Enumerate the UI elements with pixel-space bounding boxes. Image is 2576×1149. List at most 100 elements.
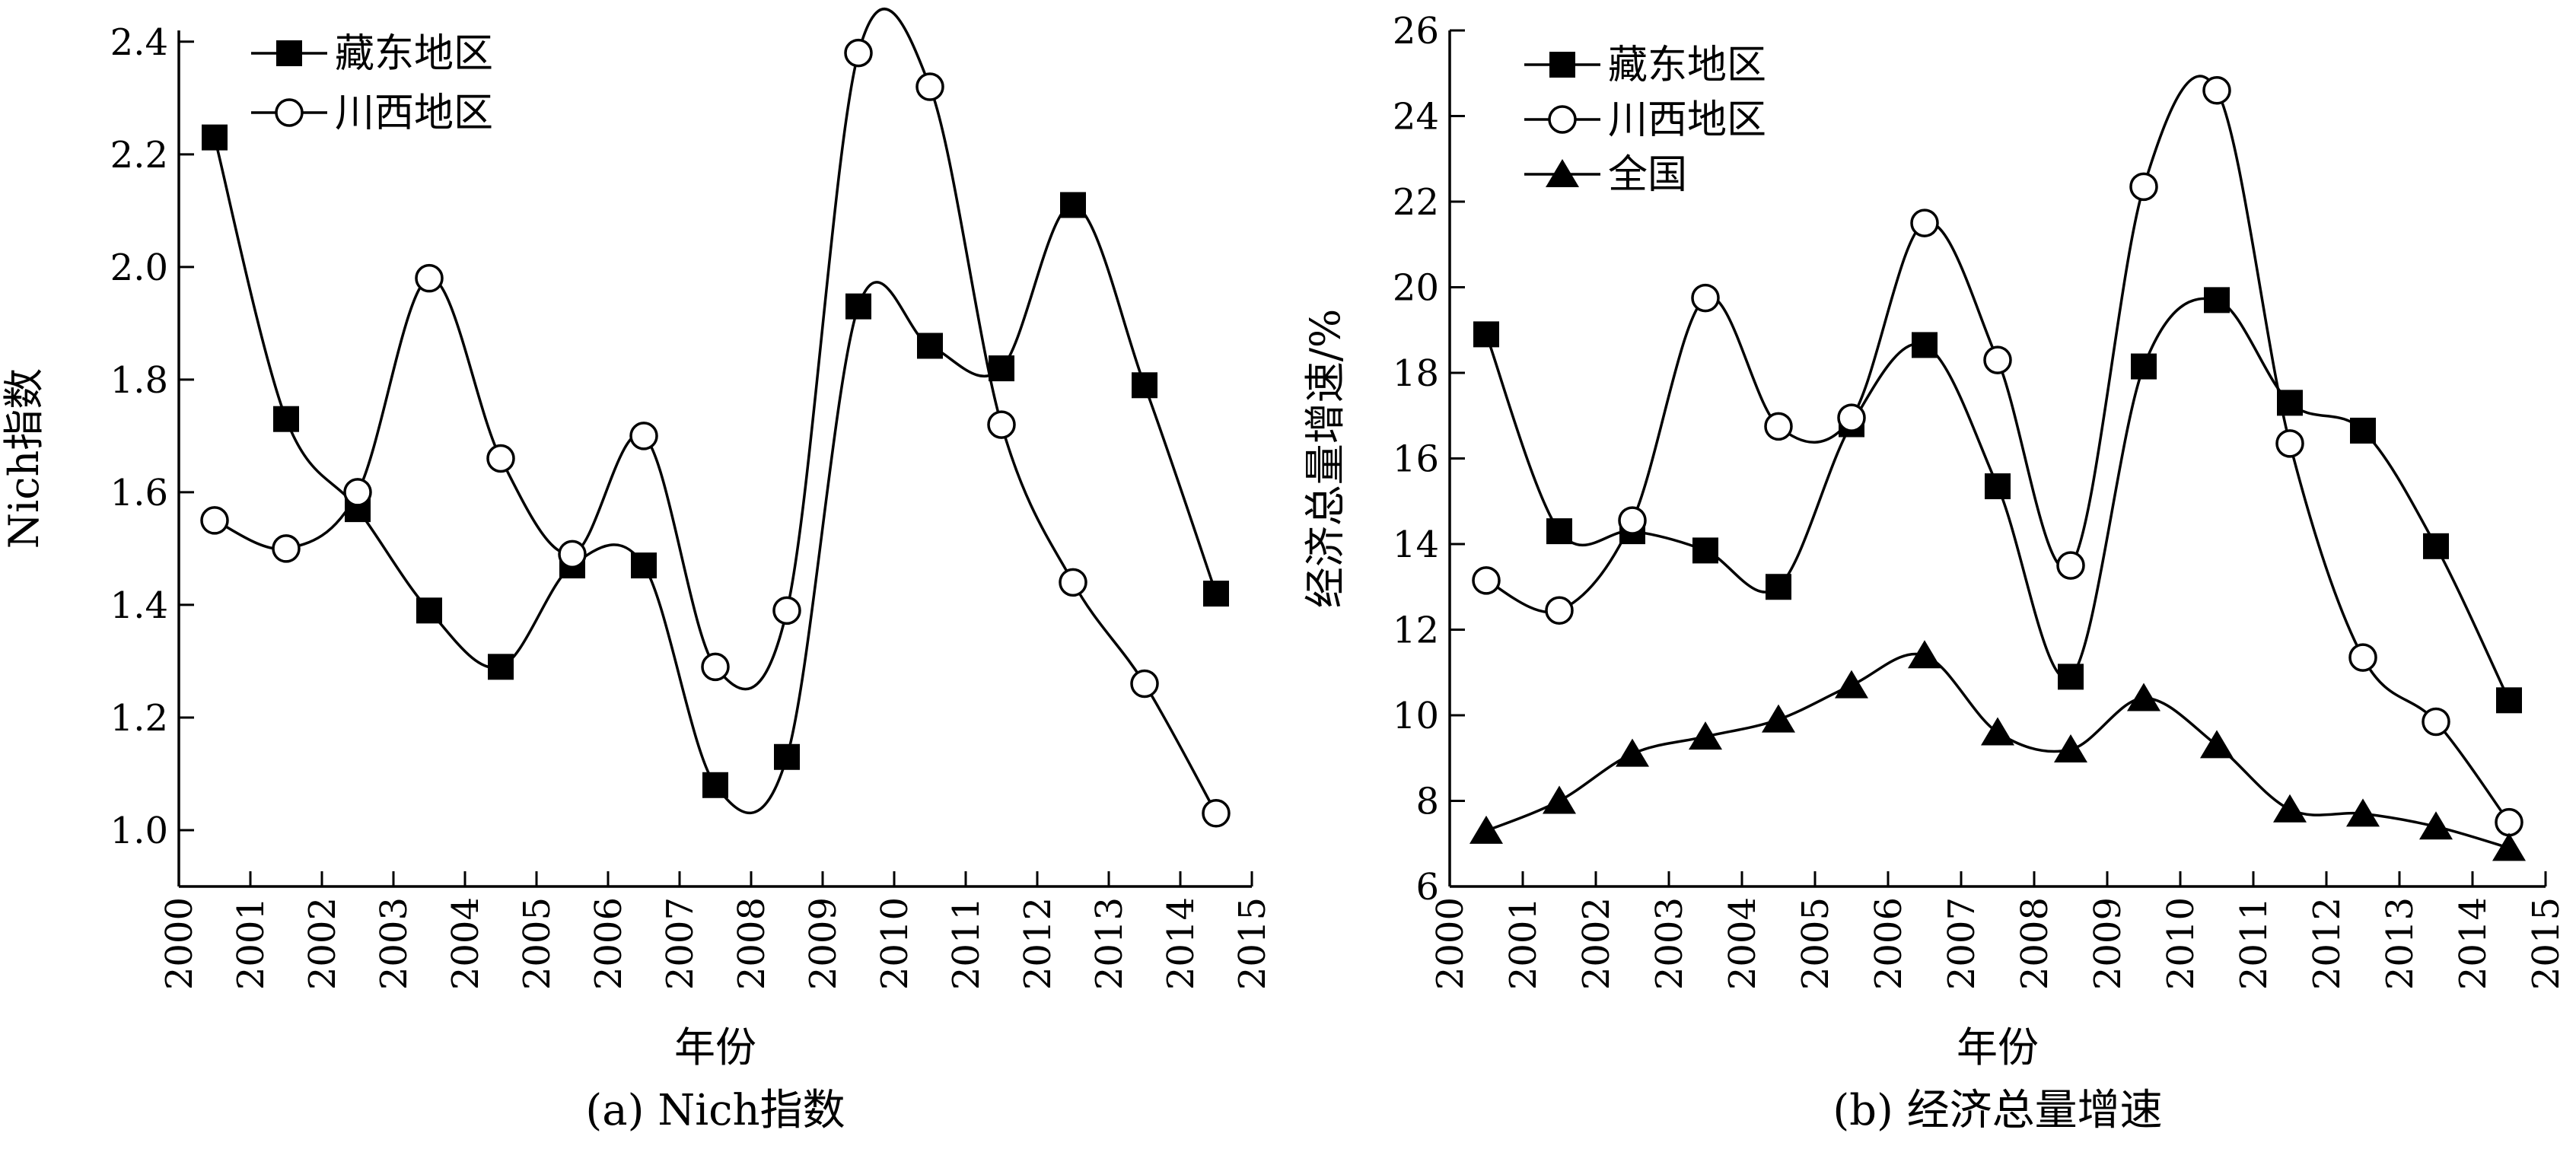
x-tick-label: 2008: [2014, 897, 2056, 990]
y-tick-label: 26: [1393, 10, 1439, 53]
legend-entry: 川西地区: [251, 91, 493, 136]
x-tick-label: 2003: [373, 897, 416, 990]
data-point: [1546, 518, 1572, 545]
data-point: [845, 293, 871, 320]
legend-marker: [1549, 52, 1575, 78]
data-point: [915, 72, 944, 101]
data-point: [987, 410, 1016, 439]
data-point: [2419, 811, 2453, 840]
x-tick-label: 2007: [1941, 897, 1983, 990]
data-point: [1689, 721, 1722, 750]
data-point: [1766, 574, 1791, 600]
y-tick-label: 24: [1393, 96, 1439, 138]
data-point: [917, 333, 943, 359]
panel-b-economic-growth: 6 8 10 12 14 16 18 20 22 24 26 2000 2001 2002 2003 2004…: [1301, 10, 2568, 1135]
data-point: [1543, 785, 1576, 814]
x-tick-label: 2012: [1017, 897, 1059, 990]
y-tick-label: 22: [1393, 181, 1439, 224]
data-point: [1060, 192, 1086, 218]
series-3: [1469, 640, 2526, 861]
y-tick-label: 10: [1393, 695, 1439, 737]
series-line: [1485, 297, 2511, 702]
y-tick-label: 6: [1415, 866, 1439, 909]
legend-entry: 川西地区: [1524, 97, 1766, 143]
data-point: [1764, 412, 1793, 441]
data-point: [2131, 353, 2157, 380]
legend-marker: [276, 40, 302, 66]
y-tick-label: 20: [1393, 267, 1439, 310]
x-axis-label: 年份: [674, 1023, 756, 1071]
legend-label: 川西地区: [1608, 97, 1766, 143]
data-point: [2275, 429, 2304, 458]
x-tick-label: 2002: [301, 897, 344, 990]
data-point: [343, 478, 372, 507]
y-tick-label: 12: [1393, 610, 1439, 652]
series-1: [1473, 287, 2522, 714]
data-point: [1618, 506, 1647, 535]
panel-a-nich-index: 1.0 1.2 1.4 1.6 1.8 2.0 2.2 2.4 2000 2001 2002 2003…: [0, 8, 1274, 1135]
data-point: [2346, 798, 2380, 827]
data-point: [702, 772, 728, 798]
y-tick-label: 2.2: [110, 134, 168, 177]
y-tick-label: 8: [1415, 781, 1439, 823]
y-tick-label: 2.0: [110, 247, 168, 289]
data-point: [2423, 533, 2449, 559]
data-point: [1130, 669, 1159, 699]
data-point: [1616, 738, 1649, 767]
data-point: [2495, 807, 2523, 837]
y-tick-label: 1.6: [110, 472, 168, 514]
data-point: [1983, 345, 2012, 374]
data-point: [1132, 372, 1157, 399]
data-point: [1912, 332, 1938, 358]
data-point: [2127, 683, 2160, 711]
y-tick-label: 1.2: [110, 697, 168, 740]
data-point: [415, 263, 444, 293]
data-point: [1059, 568, 1087, 597]
data-point: [1981, 717, 2014, 746]
x-tick-label: 2002: [1575, 897, 1618, 990]
data-point: [1910, 208, 1939, 237]
data-point: [200, 506, 229, 535]
x-tick-label: 2007: [659, 897, 702, 990]
x-tick-label: 2015: [2525, 897, 2568, 990]
y-axis-label: Nich指数: [0, 368, 48, 549]
x-tick-label: 2013: [1088, 897, 1131, 990]
data-point: [1473, 321, 1499, 348]
series-2: [200, 8, 1231, 828]
y-tick-label: 18: [1393, 352, 1439, 395]
data-point: [1762, 704, 1795, 733]
x-tick-label: 2011: [945, 897, 988, 990]
x-tick-label: 2000: [158, 897, 201, 990]
x-tick-label: 2015: [1231, 897, 1274, 990]
data-point: [486, 444, 515, 473]
data-point: [2200, 730, 2234, 759]
x-tick-label: 2009: [2087, 897, 2129, 990]
y-tick-label: 1.0: [110, 810, 168, 852]
data-point: [989, 355, 1014, 382]
x-tick-label: 2001: [230, 897, 272, 990]
y-axis-label: 经济总量增速/%: [1301, 309, 1349, 609]
data-point: [774, 743, 800, 770]
y-tick-label: 14: [1393, 524, 1439, 566]
legend-marker: [275, 98, 304, 127]
data-point: [1469, 815, 1503, 844]
y-tick-label: 16: [1393, 438, 1439, 481]
data-point: [2496, 687, 2522, 714]
legend-label: 全国: [1608, 152, 1687, 198]
legend-entry: 全国: [1524, 152, 1687, 198]
data-point: [1202, 799, 1231, 828]
data-point: [2348, 643, 2377, 672]
x-tick-label: 2004: [444, 897, 487, 990]
x-tick-label: 2010: [2160, 897, 2202, 990]
data-point: [701, 652, 730, 682]
x-tick-label: 2005: [516, 897, 559, 990]
data-point: [2054, 734, 2087, 762]
data-point: [631, 552, 657, 579]
chart-caption: (a) Nich指数: [585, 1086, 845, 1135]
series-2: [1472, 75, 2523, 837]
data-point: [1472, 566, 1501, 595]
legend-entry: 藏东地区: [1524, 43, 1766, 88]
x-tick-label: 2010: [874, 897, 916, 990]
x-tick-label: 2006: [1868, 897, 1910, 990]
data-point: [772, 596, 801, 625]
